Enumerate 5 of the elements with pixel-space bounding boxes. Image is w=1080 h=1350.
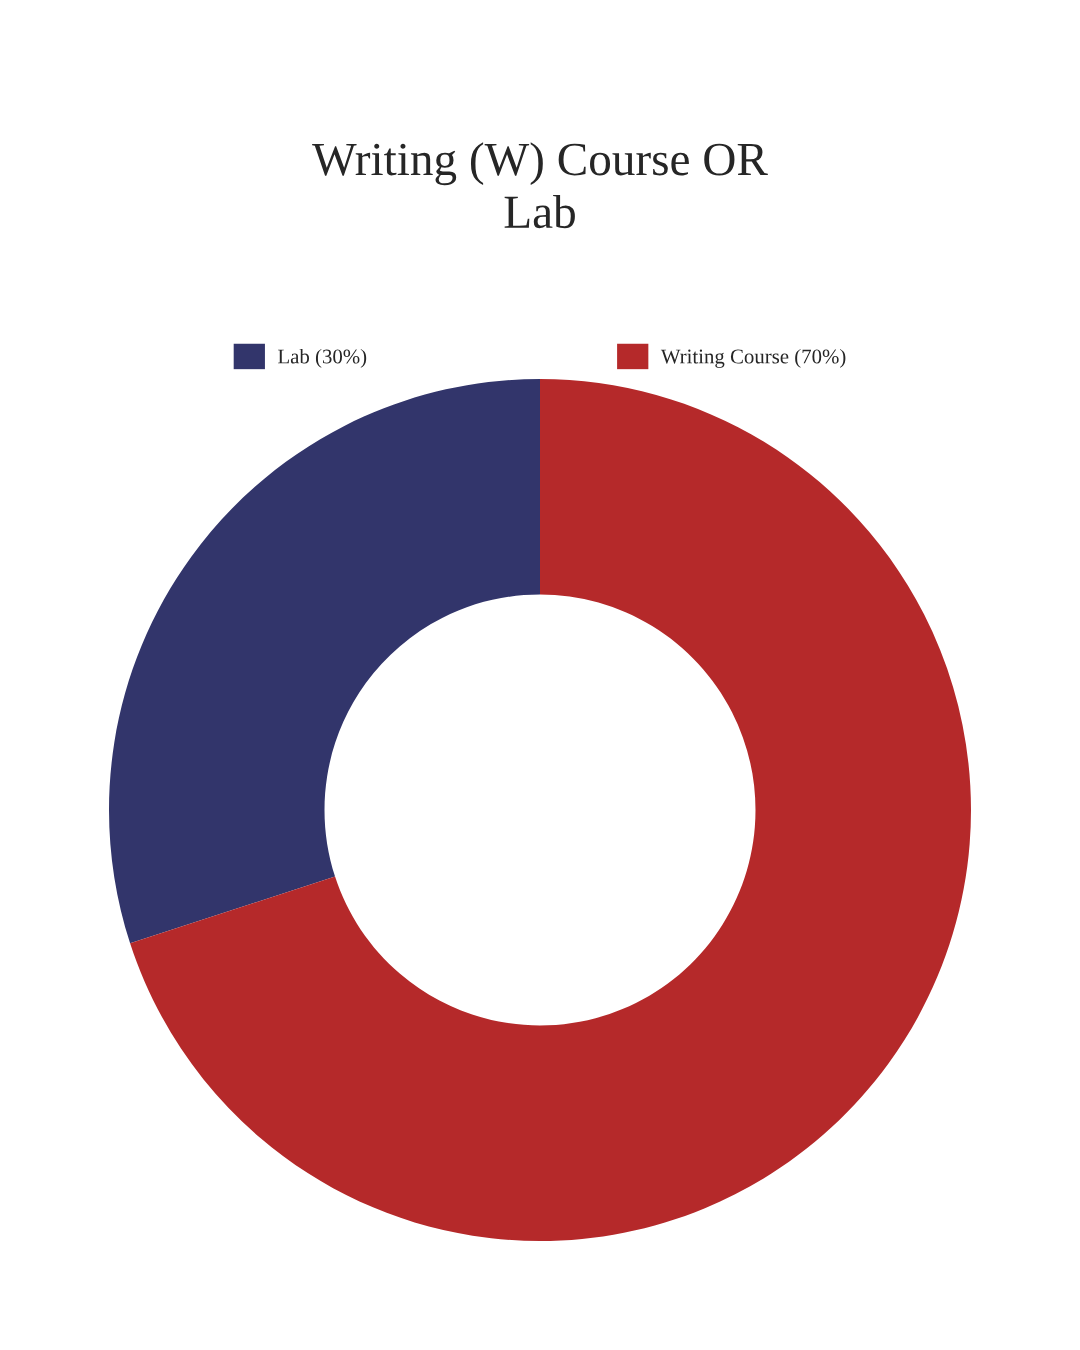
donut-slice — [109, 379, 540, 944]
donut-slice — [130, 379, 971, 1241]
chart-title: Writing (W) Course OR Lab — [312, 142, 768, 229]
legend-label: Lab (30%) — [278, 348, 367, 368]
legend-label: Writing Course (70%) — [660, 348, 846, 368]
